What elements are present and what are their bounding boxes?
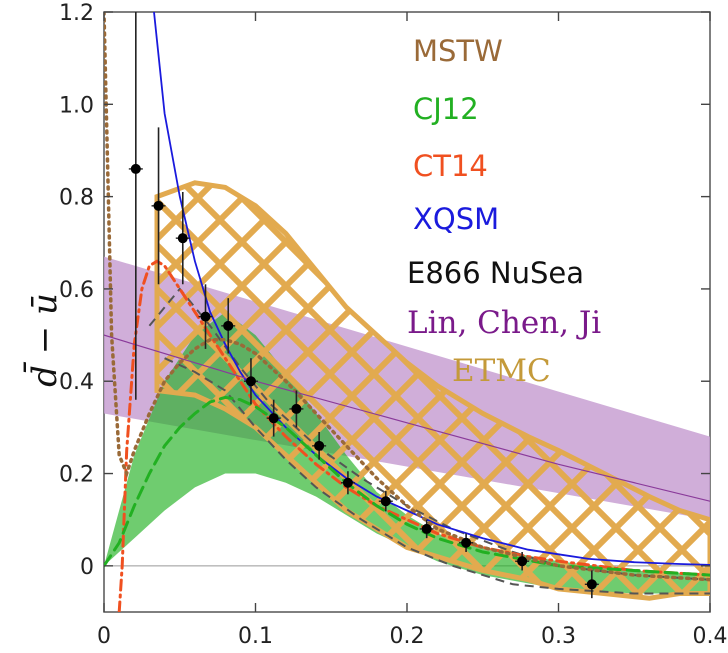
data-point-2 bbox=[175, 192, 190, 285]
y-tick-label: 0.8 bbox=[59, 186, 94, 211]
legend-xqsm: XQSM bbox=[413, 202, 499, 236]
y-tick-label: 0.2 bbox=[59, 463, 94, 488]
x-tick-label: 0 bbox=[97, 624, 111, 649]
x-tick-label: 0.4 bbox=[693, 624, 728, 649]
legend-e866: E866 NuSea bbox=[407, 256, 584, 290]
marker bbox=[517, 556, 528, 567]
data-point-6 bbox=[266, 399, 281, 437]
y-tick-label: 0.6 bbox=[59, 278, 94, 303]
data-point-12 bbox=[459, 533, 474, 552]
data-point-7 bbox=[289, 390, 304, 428]
y-tick-label: 1.0 bbox=[59, 93, 94, 118]
gray-dashed-lower bbox=[164, 357, 710, 595]
series-ct14 bbox=[117, 259, 710, 612]
marker bbox=[200, 311, 211, 322]
data-point-11 bbox=[419, 519, 434, 539]
data-point-14 bbox=[584, 570, 599, 599]
data-point-13 bbox=[515, 552, 530, 571]
y-tick-label: 0.4 bbox=[59, 370, 94, 395]
data-point-10 bbox=[378, 491, 393, 512]
marker bbox=[177, 233, 188, 244]
marker bbox=[223, 320, 234, 331]
series-mstw bbox=[104, 12, 710, 582]
marker bbox=[291, 403, 302, 414]
plot-area bbox=[104, 12, 710, 612]
y-tick-label: 1.2 bbox=[59, 1, 94, 26]
legend-etmc: ETMC bbox=[452, 353, 551, 389]
series-lin-chen-ji-central bbox=[104, 334, 710, 502]
x-tick-label: 0.1 bbox=[238, 624, 273, 649]
x-tick-label: 0.2 bbox=[390, 624, 425, 649]
data-point-1 bbox=[151, 127, 166, 285]
marker bbox=[421, 523, 432, 534]
marker bbox=[586, 579, 597, 590]
y-axis-label: d̄ − ū bbox=[23, 293, 65, 387]
legend-mstw: MSTW bbox=[413, 34, 503, 68]
y-tick-label: 0 bbox=[80, 555, 94, 580]
band-etmc bbox=[154, 180, 710, 601]
data-point-8 bbox=[312, 432, 327, 460]
data-point-3 bbox=[198, 284, 213, 349]
axes: 0 0.1 0.2 0.3 0.4 0 0.2 0.4 0.6 0.8 1.0 1.2 bbox=[59, 1, 728, 649]
data-point-0 bbox=[128, 12, 143, 400]
legend-ct14: CT14 bbox=[413, 149, 488, 183]
marker bbox=[245, 376, 256, 387]
data-point-9 bbox=[340, 471, 355, 495]
data-point-5 bbox=[243, 358, 258, 405]
marker bbox=[153, 200, 164, 211]
marker bbox=[130, 163, 141, 174]
marker bbox=[342, 477, 353, 488]
marker bbox=[314, 440, 325, 451]
data-point-4 bbox=[221, 298, 236, 354]
marker bbox=[268, 413, 279, 424]
marker bbox=[380, 496, 391, 507]
legend-lin-chen-ji: Lin, Chen, Ji bbox=[407, 305, 601, 341]
marker bbox=[461, 537, 472, 548]
x-tick-label: 0.3 bbox=[541, 624, 576, 649]
legend-cj12: CJ12 bbox=[413, 92, 479, 126]
legend: MSTW CJ12 CT14 XQSM E866 NuSea Lin, Chen… bbox=[407, 34, 601, 389]
